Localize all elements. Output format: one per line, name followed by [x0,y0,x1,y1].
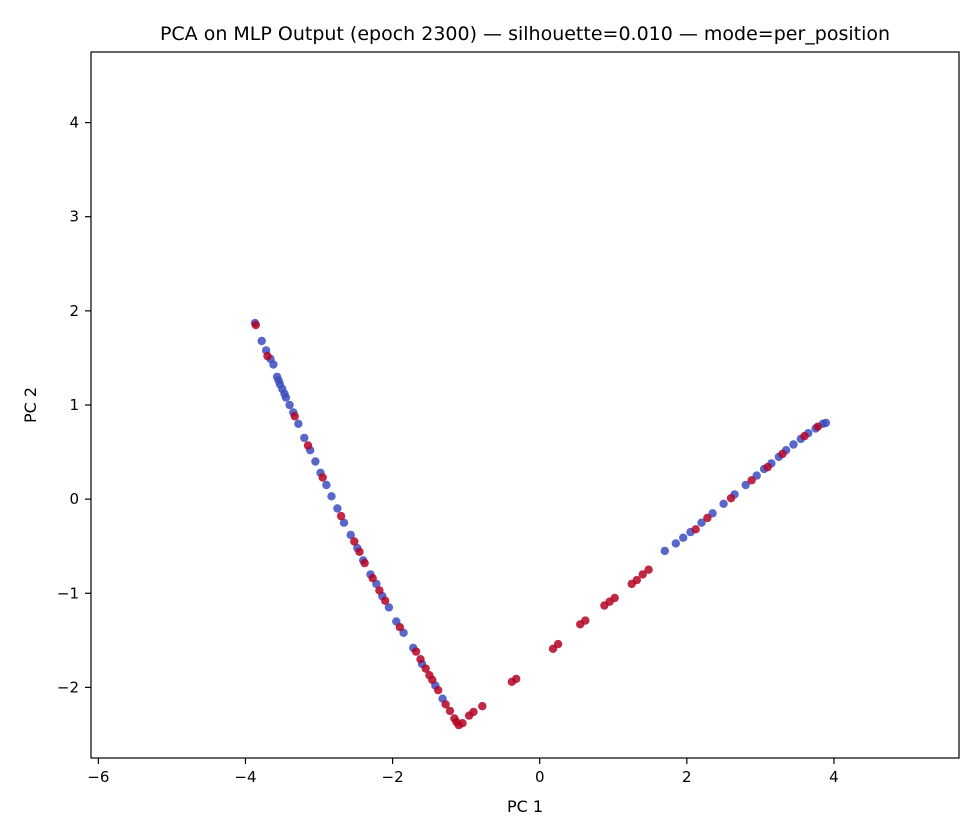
scatter-point-s0-10 [281,393,291,402]
x-axis-title: PC 1 [507,797,543,816]
scatter-point-s0-11 [285,400,294,410]
scatter-point-s1-24 [458,719,467,728]
scatter-point-s1-2 [290,412,299,421]
x-tick-label: −6 [87,768,109,786]
scatter-point-s0-20 [333,504,342,513]
scatter-point-s1-19 [441,700,450,709]
x-tick-label: −2 [382,768,404,786]
scatter-point-s1-44 [747,476,756,485]
scatter-point-s0-19 [327,492,336,501]
y-tick-label: 2 [69,302,79,320]
scatter-point-s0-28 [384,603,394,612]
scatter-point-s1-14 [416,655,425,664]
scatter-point-s1-43 [726,494,736,503]
scatter-point-s1-26 [469,707,478,717]
scatter-point-s1-9 [368,574,377,583]
scatter-point-s0-37 [679,533,688,542]
scatter-point-s1-11 [381,596,390,605]
y-tick-label: −2 [57,678,79,696]
scatter-point-s1-10 [375,586,384,595]
plot-area-frame [90,51,960,759]
scatter-point-s0-1 [257,336,266,346]
scatter-point-s1-1 [263,351,272,361]
scatter-point-s1-45 [763,462,772,472]
scatter-point-s1-46 [778,449,787,459]
scatter-point-s1-42 [703,513,712,523]
scatter-point-s1-47 [800,431,809,441]
y-tick-label: 3 [69,208,79,226]
y-tick-label: 0 [69,490,79,508]
scatter-point-s0-35 [660,546,669,556]
x-tick-label: −4 [234,768,256,786]
scatter-point-s0-16 [311,457,320,466]
x-tick-label: 0 [535,768,545,786]
y-tick-label: −1 [57,584,79,602]
scatter-point-s1-12 [395,623,405,632]
scatter-point-s1-36 [610,593,619,603]
scatter-point-s1-18 [434,686,443,695]
scatter-point-s1-29 [512,674,521,684]
x-tick-label: 4 [829,768,839,786]
y-tick-label: 1 [69,396,79,414]
points-layer [250,318,831,730]
scatter-point-s0-14 [300,433,309,443]
y-axis: −2 −1 0 1 2 3 4 [57,114,91,696]
scatter-point-s0-49 [789,440,798,449]
scatter-point-s1-0 [251,320,260,330]
scatter-point-s1-39 [638,570,647,579]
scatter-point-s0-43 [741,480,750,490]
scatter-point-s1-48 [813,422,822,431]
scatter-point-s1-40 [644,565,653,574]
scatter-point-s1-6 [350,537,359,546]
scatter-point-s0-4 [269,360,278,369]
scatter-point-s1-33 [581,616,590,625]
scatter-point-s0-22 [346,530,355,540]
scatter-point-s1-8 [360,558,369,568]
scatter-point-s1-31 [553,639,563,649]
chart-title: PCA on MLP Output (epoch 2300) — silhoue… [160,23,890,45]
scatter-point-s0-54 [821,418,831,428]
x-axis: −6 −4 −2 0 2 4 [87,758,839,786]
scatter-point-s1-41 [691,525,700,534]
scatter-point-s0-21 [339,518,349,527]
scatter-point-s1-17 [428,675,437,685]
scatter-point-s0-18 [322,480,331,490]
scatter-point-s1-4 [318,473,327,482]
scatter-point-s0-41 [719,499,728,508]
scatter-point-s1-38 [632,575,641,585]
x-tick-label: 2 [682,768,692,786]
scatter-point-s1-7 [355,547,364,556]
y-tick-label: 4 [69,114,79,132]
scatter-point-s1-3 [303,441,313,450]
scatter-point-s1-27 [478,702,487,711]
scatter-point-s0-36 [671,539,680,548]
scatter-point-s1-15 [421,664,430,673]
scatter-point-s1-20 [445,706,455,716]
scatter-point-s1-13 [411,647,421,656]
scatter-point-s1-5 [336,511,346,521]
scatter-point-s0-39 [697,518,706,527]
scatter-point-s0-13 [294,419,303,428]
y-axis-title: PC 2 [21,387,40,423]
